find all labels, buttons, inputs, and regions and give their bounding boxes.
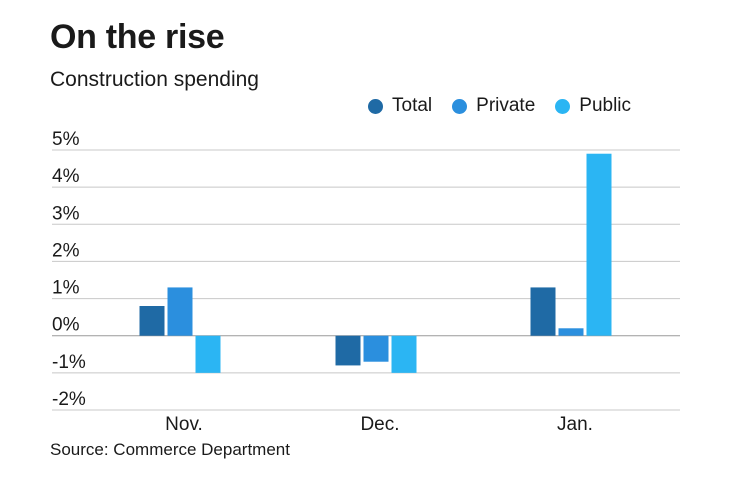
y-tick-label: -1% — [52, 352, 86, 373]
bar-public-jan — [586, 153, 612, 336]
source-note: Source: Commerce Department — [50, 440, 290, 459]
bar-private-jan — [558, 328, 584, 336]
legend: Total Private Public — [368, 95, 631, 117]
y-tick-label: 4% — [52, 166, 80, 187]
y-tick-label: 1% — [52, 278, 80, 299]
legend-swatch-public — [555, 98, 571, 114]
chart-title: On the rise — [50, 18, 225, 56]
x-tick-label: Nov. — [165, 414, 203, 435]
x-tick-label: Jan. — [557, 414, 593, 435]
x-tick-label: Dec. — [360, 414, 399, 435]
bar-total-jan — [530, 287, 556, 336]
axis-labels: 5% 4% 3% 2% 1% 0% -1% -2% Nov. Dec. Jan. — [52, 129, 593, 435]
bar-private-dec — [363, 335, 389, 362]
bars — [139, 153, 612, 373]
bar-private-nov — [167, 287, 193, 336]
legend-swatch-total — [368, 98, 383, 114]
bar-public-dec — [391, 335, 417, 373]
legend-item-private: Private — [452, 95, 535, 117]
y-tick-label: 3% — [52, 203, 80, 224]
legend-label-private: Private — [476, 95, 536, 116]
y-tick-label: -2% — [52, 389, 86, 410]
bar-total-nov — [139, 306, 165, 336]
legend-item-total: Total — [368, 95, 432, 117]
chart-subtitle: Construction spending — [50, 68, 259, 91]
y-tick-label: 5% — [52, 129, 80, 150]
y-tick-label: 0% — [52, 315, 80, 336]
legend-label-total: Total — [392, 95, 433, 116]
y-tick-label: 2% — [52, 240, 80, 261]
gridlines — [52, 149, 680, 411]
legend-swatch-private — [452, 98, 468, 114]
legend-label-public: Public — [579, 95, 632, 116]
bar-public-nov — [195, 335, 221, 373]
bar-total-dec — [335, 335, 361, 366]
legend-item-public: Public — [555, 95, 631, 117]
